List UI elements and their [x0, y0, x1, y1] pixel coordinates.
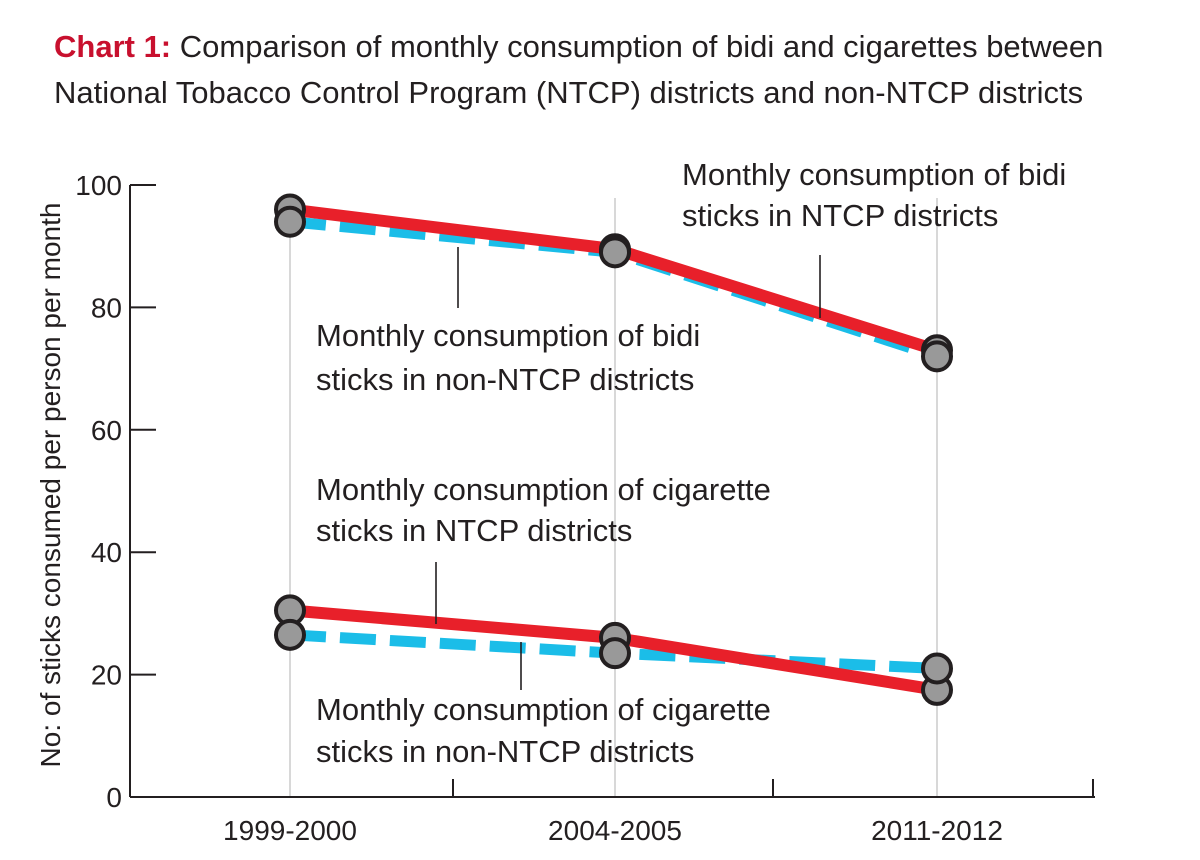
x-tick-label-1999-2000: 1999-2000 — [223, 815, 357, 846]
chart-title: Chart 1: Comparison of monthly consumpti… — [54, 24, 1184, 116]
marker-series1-2004-2005 — [599, 236, 631, 269]
y-axis-label: No: of sticks consumed per person per mo… — [35, 203, 66, 768]
data-markers — [274, 193, 953, 706]
chart-title-text: Comparison of monthly consumption of bid… — [54, 29, 1104, 110]
x-tick-label-2011-2012: 2011-2012 — [871, 815, 1003, 846]
axes: 0 20 40 60 80 100 1999-2000 2004-2005 2011-2012 — [75, 170, 1095, 846]
marker-series3-2004-2005 — [599, 637, 631, 670]
y-tick-label-80: 80 — [91, 292, 122, 323]
y-tick-label-20: 20 — [91, 660, 122, 691]
chart-title-label: Chart 1: — [54, 29, 172, 64]
annotation-series1-line0: Monthly consumption of bidi — [316, 318, 700, 353]
y-tick-label-60: 60 — [91, 415, 122, 446]
marker-series3-1999-2000 — [274, 618, 306, 651]
annotation-series0-line1: sticks in NTCP districts — [682, 198, 998, 233]
marker-series1-2011-2012 — [921, 340, 953, 373]
annotation-series0-line0: Monthly consumption of bidi — [682, 157, 1066, 192]
marker-series3-2011-2012 — [921, 652, 953, 685]
y-tick-label-100: 100 — [75, 170, 122, 201]
annotation-series3-line1: sticks in non-NTCP districts — [316, 734, 694, 769]
annotation-series1-line1: sticks in non-NTCP districts — [316, 362, 694, 397]
x-tick-label-2004-2005: 2004-2005 — [548, 815, 682, 846]
series-annotations: Monthly consumption of bidi sticks in NTC… — [316, 157, 1066, 769]
annotation-series2-line1: sticks in NTCP districts — [316, 513, 632, 548]
annotation-series2-line0: Monthly consumption of cigarette — [316, 472, 771, 507]
marker-series1-1999-2000 — [274, 205, 306, 238]
y-tick-label-0: 0 — [106, 782, 122, 813]
annotation-series3-line0: Monthly consumption of cigarette — [316, 692, 771, 727]
series-lines — [284, 203, 943, 696]
y-tick-label-40: 40 — [91, 537, 122, 568]
